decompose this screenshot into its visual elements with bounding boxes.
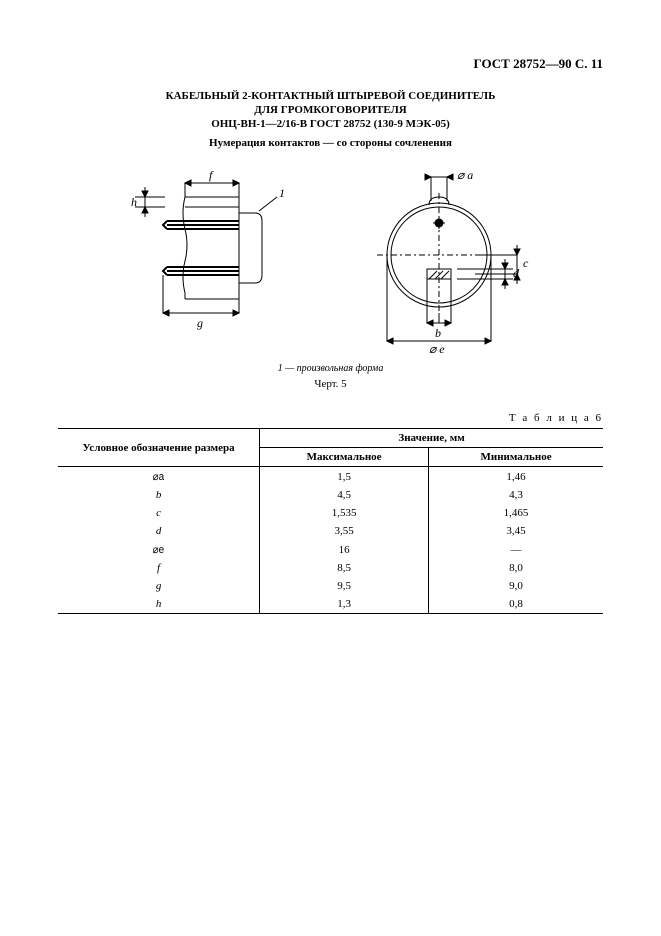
dim-c: c: [523, 256, 529, 270]
page: ГОСТ 28752—90 С. 11 КАБЕЛЬНЫЙ 2-КОНТАКТН…: [0, 0, 661, 936]
figure-side-view: f h: [127, 163, 297, 353]
cell-dim: g: [156, 580, 162, 592]
cell-max: 1,535: [260, 504, 429, 522]
cell-max: 1,3: [260, 595, 429, 614]
title-line-2: ДЛЯ ГРОМКОГОВОРИТЕЛЯ: [58, 104, 603, 118]
dim-phi-e: ⌀ e: [429, 342, 445, 353]
table-row: c 1,535 1,465: [58, 504, 603, 522]
dim-one: 1: [279, 186, 285, 200]
cell-max: 8,5: [260, 559, 429, 577]
title-block: КАБЕЛЬНЫЙ 2-КОНТАКТНЫЙ ШТЫРЕВОЙ СОЕДИНИТ…: [58, 90, 603, 131]
table-row: ⌀e 16 —: [58, 540, 603, 559]
table-label: Т а б л и ц а 6: [58, 412, 603, 424]
figures-row: f h: [58, 163, 603, 353]
cell-min: 3,45: [429, 522, 603, 540]
cell-dim: ⌀a: [152, 471, 165, 483]
table-row: f 8,5 8,0: [58, 559, 603, 577]
cell-max: 1,5: [260, 467, 429, 487]
col-min: Минимальное: [480, 451, 551, 463]
col-val: Значение, мм: [398, 432, 464, 444]
cell-dim: ⌀e: [152, 544, 165, 556]
figure-label: Черт. 5: [58, 378, 603, 390]
table-row: ⌀a 1,5 1,46: [58, 467, 603, 487]
figure-front-view: ⌀ a: [345, 163, 535, 353]
col-dim: Условное обозначение размера: [83, 442, 235, 454]
col-max: Максимальное: [307, 451, 382, 463]
table-row: b 4,5 4,3: [58, 486, 603, 504]
figure-note: 1 — произвольная форма: [58, 363, 603, 374]
cell-dim: h: [156, 598, 162, 610]
cell-min: 4,3: [429, 486, 603, 504]
cell-min: 8,0: [429, 559, 603, 577]
dim-b: b: [435, 326, 441, 340]
cell-min: 9,0: [429, 577, 603, 595]
cell-max: 4,5: [260, 486, 429, 504]
doc-ref: ГОСТ 28752—90 С. 11: [58, 56, 603, 72]
spec-table: Условное обозначение размера Значение, м…: [58, 428, 603, 614]
cell-min: 1,465: [429, 504, 603, 522]
cell-min: —: [429, 540, 603, 559]
table-row: h 1,3 0,8: [58, 595, 603, 614]
dim-f: f: [209, 168, 214, 182]
cell-dim: f: [157, 562, 160, 574]
cell-max: 16: [260, 540, 429, 559]
cell-max: 3,55: [260, 522, 429, 540]
cell-max: 9,5: [260, 577, 429, 595]
table-row: g 9,5 9,0: [58, 577, 603, 595]
cell-min: 0,8: [429, 595, 603, 614]
dim-g: g: [197, 316, 203, 330]
subtitle: Нумерация контактов — со стороны сочлене…: [58, 137, 603, 149]
cell-dim: b: [156, 489, 162, 501]
cell-dim: d: [156, 525, 162, 537]
cell-min: 1,46: [429, 467, 603, 487]
dim-h: h: [131, 195, 137, 209]
title-line-3: ОНЦ-ВН-1—2/16-В ГОСТ 28752 (130-9 МЭК-05…: [58, 118, 603, 132]
cell-dim: c: [156, 507, 161, 519]
dim-phi-a: ⌀ a: [457, 168, 473, 182]
table-row: d 3,55 3,45: [58, 522, 603, 540]
title-line-1: КАБЕЛЬНЫЙ 2-КОНТАКТНЫЙ ШТЫРЕВОЙ СОЕДИНИТ…: [58, 90, 603, 104]
